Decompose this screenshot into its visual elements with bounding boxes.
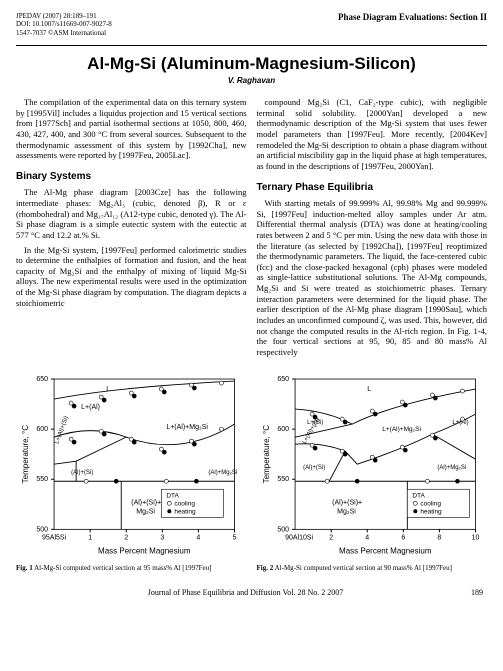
text-columns: The compilation of the experimental data… <box>16 97 487 361</box>
svg-text:heating: heating <box>420 509 442 516</box>
svg-text:90Al10Si: 90Al10Si <box>285 535 313 542</box>
svg-text:cooling: cooling <box>420 501 441 508</box>
svg-text:2: 2 <box>329 535 333 542</box>
svg-text:(Al)+(Si): (Al)+(Si) <box>71 471 93 477</box>
fig1-caption: Fig. 1 Al-Mg-Si computed vertical sectio… <box>16 564 247 572</box>
svg-text:550: 550 <box>36 477 48 484</box>
x-axis-label: Mass Percent Magnesium <box>98 547 191 556</box>
svg-text:600: 600 <box>277 427 289 434</box>
svg-text:(Al)+(Si)+: (Al)+(Si)+ <box>332 500 362 507</box>
svg-text:Mg₂Si: Mg₂Si <box>337 509 356 516</box>
section-heading: Ternary Phase Equilibria <box>257 182 488 195</box>
meta-line: DOI: 10.1007/s11669-007-9027-8 <box>16 20 112 28</box>
svg-text:L+(Al): L+(Al) <box>81 405 100 412</box>
page-footer: Journal of Phase Equilibria and Diffusio… <box>16 588 487 597</box>
svg-text:DTA: DTA <box>412 493 425 500</box>
svg-text:L: L <box>106 386 110 393</box>
svg-text:L+(Al)+Mg₂Si: L+(Al)+Mg₂Si <box>382 427 421 434</box>
figures-row: 500 550 600 650 95Al5Si 1 2 3 4 5 Temper… <box>16 369 487 572</box>
author: V. Raghavan <box>16 76 487 85</box>
fig1-svg: 500 550 600 650 95Al5Si 1 2 3 4 5 Temper… <box>16 369 247 559</box>
journal-meta: JPEDAV (2007) 28:189–191 DOI: 10.1007/s1… <box>16 12 112 37</box>
body-para: With starting metals of 99.999% Al, 99.9… <box>257 198 488 357</box>
svg-text:L+(Al): L+(Al) <box>452 421 468 427</box>
svg-text:L: L <box>367 386 371 393</box>
figure-1: 500 550 600 650 95Al5Si 1 2 3 4 5 Temper… <box>16 369 247 572</box>
svg-text:Mg₂Si: Mg₂Si <box>136 509 155 516</box>
svg-text:2: 2 <box>124 535 128 542</box>
svg-text:(Al)+(Si)+: (Al)+(Si)+ <box>131 500 161 507</box>
svg-text:6: 6 <box>401 535 405 542</box>
svg-text:heating: heating <box>174 509 196 516</box>
svg-text:650: 650 <box>36 376 48 383</box>
x-left-label: 95Al5Si <box>42 535 67 542</box>
x-axis-label: Mass Percent Magnesium <box>339 547 432 556</box>
page-title: Al-Mg-Si (Aluminum-Magnesium-Silicon) <box>16 54 487 74</box>
y-axis-label: Temperature, °C <box>21 425 30 484</box>
svg-text:5: 5 <box>233 535 237 542</box>
svg-text:DTA: DTA <box>166 493 179 500</box>
svg-text:1: 1 <box>88 535 92 542</box>
fig2-caption: Fig. 2 Al-Mg-Si computed vertical sectio… <box>257 564 488 572</box>
svg-text:4: 4 <box>365 535 369 542</box>
figure-2: 500 550 600 650 90Al10Si 2 4 6 8 10 Temp… <box>257 369 488 572</box>
body-para: In the Mg-Si system, [1997Feu] performed… <box>16 245 247 309</box>
rule-top <box>16 45 487 46</box>
meta-line: 1547-7037 ©ASM International <box>16 29 112 37</box>
svg-text:500: 500 <box>36 527 48 534</box>
y-axis-label: Temperature, °C <box>262 425 271 484</box>
svg-text:10: 10 <box>471 535 479 542</box>
section-heading: Binary Systems <box>16 171 247 184</box>
svg-text:(Al)+(Si): (Al)+(Si) <box>303 466 325 472</box>
section-label: Phase Diagram Evaluations: Section II <box>338 12 487 22</box>
svg-text:8: 8 <box>437 535 441 542</box>
svg-text:3: 3 <box>160 535 164 542</box>
left-column: The compilation of the experimental data… <box>16 97 247 361</box>
svg-text:L+(Al)+Mg₂Si: L+(Al)+Mg₂Si <box>166 425 208 432</box>
svg-text:4: 4 <box>196 535 200 542</box>
svg-text:(Al)+Mg₂Si: (Al)+Mg₂Si <box>437 466 466 472</box>
svg-text:550: 550 <box>277 477 289 484</box>
header-row: JPEDAV (2007) 28:189–191 DOI: 10.1007/s1… <box>16 12 487 37</box>
intro-para: compound Mg₂Si (C1, CaF₂-type cubic), wi… <box>257 97 488 171</box>
svg-text:650: 650 <box>277 376 289 383</box>
svg-text:600: 600 <box>36 427 48 434</box>
footer-text: Journal of Phase Equilibria and Diffusio… <box>148 588 344 597</box>
right-column: compound Mg₂Si (C1, CaF₂-type cubic), wi… <box>257 97 488 361</box>
fig2-svg: 500 550 600 650 90Al10Si 2 4 6 8 10 Temp… <box>257 369 488 559</box>
body-para: The Al-Mg phase diagram [2003Cze] has th… <box>16 187 247 240</box>
intro-para: The compilation of the experimental data… <box>16 97 247 161</box>
page-number: 189 <box>471 588 483 597</box>
svg-text:500: 500 <box>277 527 289 534</box>
meta-line: JPEDAV (2007) 28:189–191 <box>16 12 112 20</box>
svg-text:cooling: cooling <box>174 501 195 508</box>
svg-text:(Al)+Mg₂Si: (Al)+Mg₂Si <box>208 471 237 477</box>
